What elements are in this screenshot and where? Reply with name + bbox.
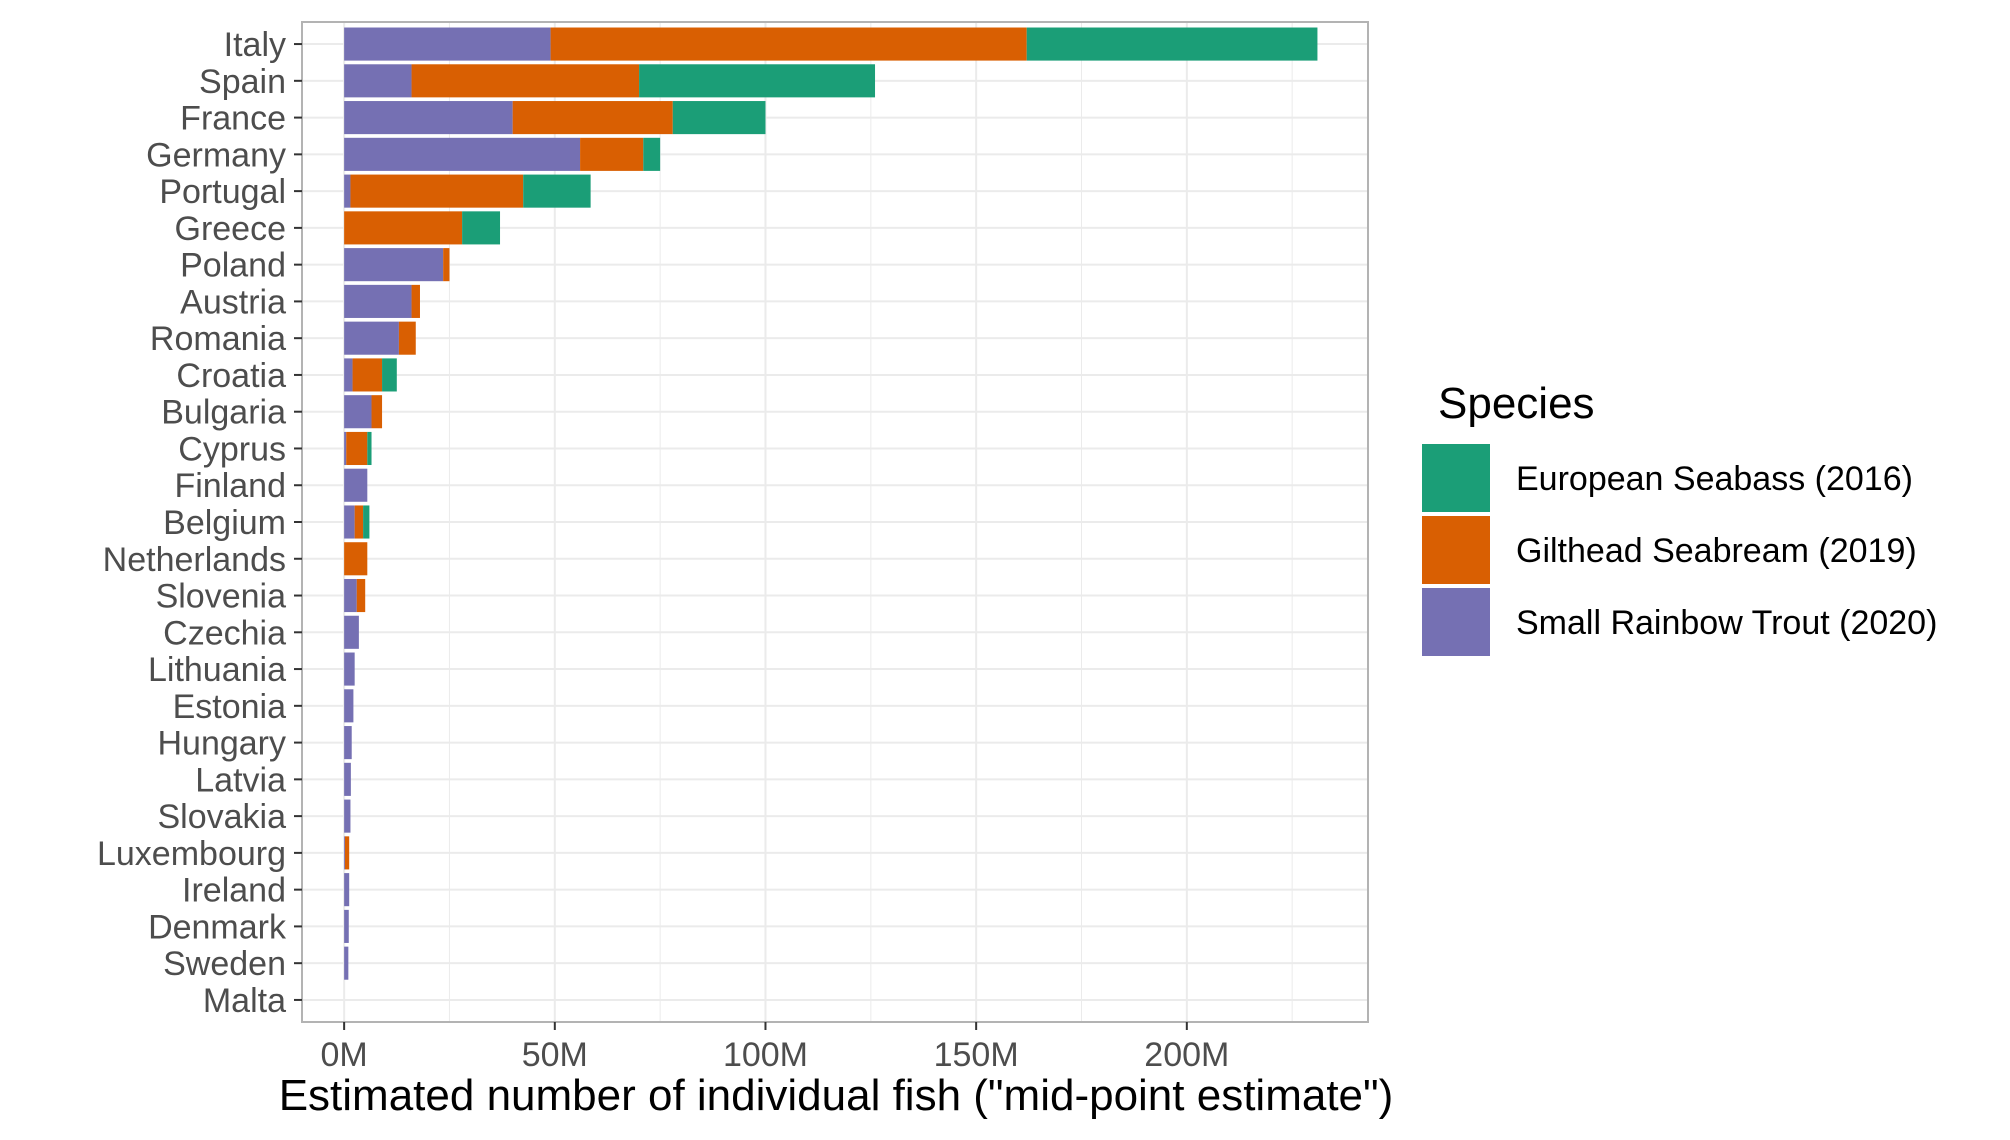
bar-segment — [411, 284, 420, 318]
y-tick-label: Hungary — [157, 725, 286, 763]
bar-segment — [344, 799, 351, 833]
legend-title: Species — [1438, 379, 1595, 428]
bar-segment — [363, 505, 370, 539]
bar-segment — [352, 358, 383, 392]
x-tick-label: 150M — [934, 1036, 1019, 1074]
bar-segment — [643, 137, 661, 171]
y-tick-label: Slovakia — [157, 798, 286, 836]
bar-segment — [344, 431, 347, 466]
legend-label: European Seabass (2016) — [1516, 460, 1913, 498]
bar-segment — [344, 174, 351, 208]
y-tick-label: Luxembourg — [97, 835, 286, 873]
bar-segment — [344, 909, 349, 943]
bar-segment — [344, 101, 513, 135]
y-tick-label: Romania — [150, 320, 286, 358]
y-tick-label: Sweden — [163, 945, 286, 983]
bar-segment — [344, 836, 345, 870]
bar-segment — [354, 505, 364, 539]
bar-segment — [371, 395, 383, 429]
y-tick-label: Portugal — [159, 173, 286, 211]
y-tick-label: Greece — [175, 210, 287, 248]
bar-segment — [344, 321, 399, 355]
bar-segment — [344, 578, 357, 613]
x-tick-label: 50M — [522, 1036, 588, 1074]
y-tick-label: Germany — [146, 136, 286, 174]
y-tick-label: Malta — [203, 982, 286, 1020]
bar-segment — [344, 395, 372, 429]
bar-segment — [1026, 27, 1318, 61]
y-tick-label: Estonia — [173, 688, 286, 726]
bar-segment — [344, 358, 353, 392]
y-tick-label: France — [180, 100, 286, 138]
y-axis: ItalySpainFranceGermanyPortugalGreecePol… — [97, 26, 302, 1020]
bar-segment — [344, 64, 412, 98]
bar-segment — [344, 873, 350, 907]
y-tick-label: Latvia — [195, 761, 286, 799]
y-tick-label: Italy — [224, 26, 286, 64]
bar-segment — [367, 431, 372, 466]
bar-segment — [350, 174, 524, 208]
y-tick-label: Lithuania — [148, 651, 286, 689]
y-tick-label: Finland — [174, 467, 286, 505]
bar-segment — [550, 27, 1027, 61]
y-tick-label: Slovenia — [156, 578, 287, 616]
bar-segment — [344, 689, 354, 723]
y-tick-label: Denmark — [148, 908, 287, 946]
y-tick-label: Cyprus — [178, 430, 286, 468]
legend-label: Gilthead Seabream (2019) — [1516, 532, 1917, 570]
y-tick-label: Croatia — [176, 357, 286, 395]
y-tick-label: Poland — [180, 247, 286, 285]
y-tick-label: Spain — [199, 63, 286, 101]
y-tick-label: Czechia — [163, 614, 286, 652]
y-tick-label: Austria — [180, 283, 286, 321]
bar-segment — [462, 211, 501, 245]
bar-segment — [344, 726, 352, 760]
y-tick-label: Belgium — [163, 504, 286, 542]
bar-segment — [344, 615, 359, 649]
legend-key — [1422, 516, 1490, 584]
bar-segment — [344, 652, 355, 686]
y-tick-label: Bulgaria — [161, 394, 286, 432]
bar-segment — [344, 505, 355, 539]
legend-key — [1422, 588, 1490, 656]
bar-segment — [443, 248, 450, 282]
bar-segment — [672, 101, 766, 135]
y-tick-label: Ireland — [182, 872, 286, 910]
bar-segment — [512, 101, 673, 135]
x-axis-title: Estimated number of individual fish ("mi… — [279, 1071, 1394, 1120]
bar-segment — [580, 137, 644, 171]
bar-segment — [356, 578, 366, 613]
bar-segment — [523, 174, 591, 208]
legend-label: Small Rainbow Trout (2020) — [1516, 604, 1937, 642]
bar-segment — [344, 27, 551, 61]
legend-key — [1422, 444, 1490, 512]
bar-segment — [346, 431, 368, 466]
bar-segment — [344, 946, 349, 980]
bar-segment — [344, 836, 350, 870]
bar-segment — [639, 64, 876, 98]
bar-segment — [344, 137, 581, 171]
bar-segment — [344, 284, 412, 318]
bars — [344, 27, 1318, 980]
x-axis: 0M 50M 100M 150M 200M — [321, 1022, 1229, 1074]
y-tick-label: Netherlands — [103, 541, 286, 579]
bar-segment — [344, 542, 368, 576]
bar-segment — [344, 248, 444, 282]
bar-segment — [344, 211, 463, 245]
legend: Species European Seabass (2016) Gilthead … — [1422, 379, 1937, 656]
bar-segment — [344, 468, 368, 502]
x-tick-label: 100M — [723, 1036, 808, 1074]
bar-segment — [344, 762, 351, 796]
bar-segment — [411, 64, 640, 98]
x-tick-label: 0M — [321, 1036, 368, 1074]
bar-segment — [382, 358, 397, 392]
x-tick-label: 200M — [1144, 1036, 1229, 1074]
bar-segment — [398, 321, 416, 355]
